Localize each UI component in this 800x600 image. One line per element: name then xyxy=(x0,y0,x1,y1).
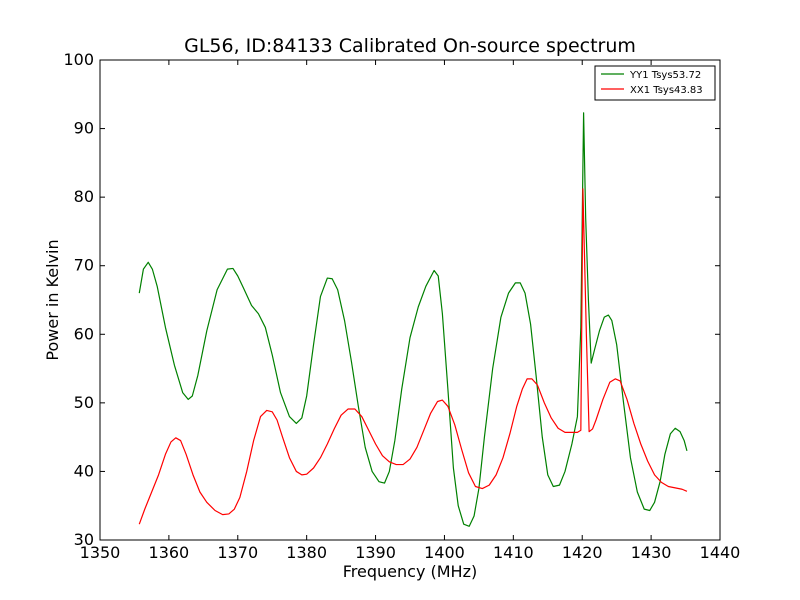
y-tick-label: 90 xyxy=(74,119,94,138)
y-tick-label: 40 xyxy=(74,461,94,480)
x-tick-label: 1440 xyxy=(700,543,741,562)
y-tick-label: 100 xyxy=(63,50,94,69)
x-tick-label: 1400 xyxy=(424,543,465,562)
x-axis-title: Frequency (MHz) xyxy=(343,562,477,581)
y-tick-label: 50 xyxy=(74,393,94,412)
legend-label-xx1: XX1 Tsys43.83 xyxy=(630,85,703,96)
x-tick-label: 1380 xyxy=(286,543,327,562)
x-tick-label: 1370 xyxy=(217,543,258,562)
x-tick-label: 1430 xyxy=(631,543,672,562)
series-layer xyxy=(138,112,688,527)
series-line-1 xyxy=(138,188,688,525)
x-tick-label: 1360 xyxy=(149,543,190,562)
x-axis-ticks: 1350 1360 1370 1380 1390 1400 1410 1420 1430 1440 xyxy=(80,60,741,562)
y-axis-title: Power in Kelvin xyxy=(43,239,62,360)
chart-title: GL56, ID:84133 Calibrated On-source spec… xyxy=(184,35,636,57)
x-tick-label: 1410 xyxy=(493,543,534,562)
y-tick-label: 60 xyxy=(74,324,94,343)
y-tick-label: 30 xyxy=(74,530,94,549)
legend-box xyxy=(594,65,716,101)
y-axis-ticks: 30 40 50 60 70 80 90 100 xyxy=(63,50,720,549)
x-tick-label: 1420 xyxy=(562,543,603,562)
plot-frame xyxy=(99,59,721,541)
y-tick-label: 80 xyxy=(74,187,94,206)
series-line-0 xyxy=(138,112,688,527)
legend-label-yy1: YY1 Tsys53.72 xyxy=(629,70,701,81)
y-tick-label: 70 xyxy=(74,256,94,275)
x-tick-label: 1390 xyxy=(355,543,396,562)
legend: YY1 Tsys53.72 XX1 Tsys43.83 xyxy=(594,65,716,101)
x-tick-label: 1350 xyxy=(80,543,121,562)
